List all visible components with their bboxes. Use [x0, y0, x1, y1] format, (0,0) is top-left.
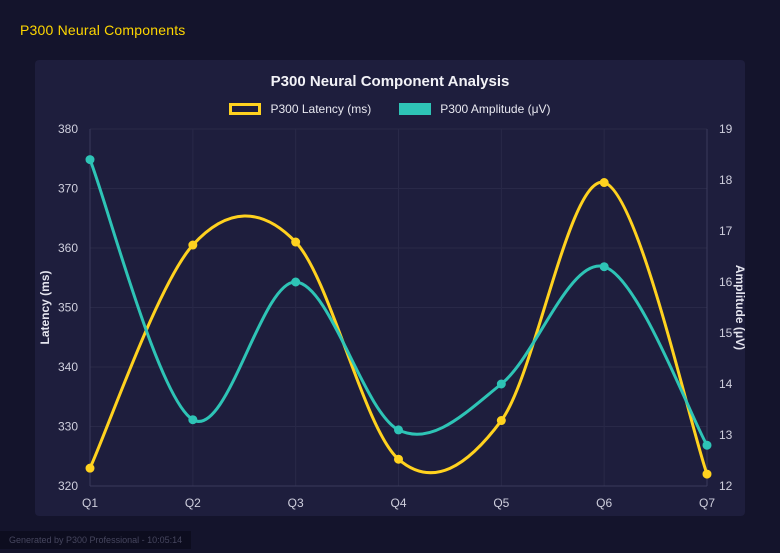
svg-text:370: 370 — [58, 182, 78, 196]
chart-legend: P300 Latency (ms) P300 Amplitude (μV) — [35, 102, 745, 116]
svg-text:360: 360 — [58, 241, 78, 255]
svg-text:380: 380 — [58, 122, 78, 136]
legend-label-latency: P300 Latency (ms) — [270, 102, 372, 116]
svg-text:19: 19 — [719, 122, 733, 136]
svg-text:12: 12 — [719, 479, 733, 493]
chart-title: P300 Neural Component Analysis — [270, 73, 510, 90]
svg-text:Q3: Q3 — [288, 496, 304, 510]
latency-swatch — [229, 103, 262, 115]
svg-text:13: 13 — [719, 428, 733, 442]
svg-text:14: 14 — [719, 377, 733, 391]
legend-item-latency[interactable]: P300 Latency (ms) — [229, 102, 371, 116]
svg-text:350: 350 — [58, 301, 78, 315]
page-title: P300 Neural Components — [20, 22, 186, 38]
legend-label-amplitude: P300 Amplitude (μV) — [440, 102, 551, 116]
svg-text:320: 320 — [58, 479, 78, 493]
line-chart[interactable]: 320 330 340 350 360 370 380 12 13 14 15 16 17 18 19 Q1 Q… — [35, 120, 745, 516]
svg-text:17: 17 — [719, 224, 733, 238]
svg-text:15: 15 — [719, 326, 733, 340]
svg-text:Q1: Q1 — [82, 496, 98, 510]
legend-item-amplitude[interactable]: P300 Amplitude (μV) — [399, 102, 551, 116]
svg-text:330: 330 — [58, 420, 78, 434]
svg-text:Amplitude (μV): Amplitude (μV) — [733, 265, 745, 350]
svg-text:Q2: Q2 — [185, 496, 201, 510]
svg-text:Latency (ms): Latency (ms) — [38, 270, 52, 344]
svg-text:16: 16 — [719, 275, 733, 289]
svg-text:340: 340 — [58, 360, 78, 374]
svg-text:Q4: Q4 — [390, 496, 406, 510]
svg-text:Q5: Q5 — [493, 496, 509, 510]
svg-text:18: 18 — [719, 173, 733, 187]
svg-text:Q6: Q6 — [596, 496, 612, 510]
footer-watermark: Generated by P300 Professional - 10:05:1… — [0, 531, 192, 549]
svg-text:Q7: Q7 — [699, 496, 715, 510]
amplitude-swatch — [399, 103, 432, 115]
chart-panel: P300 Neural Component Analysis P300 Late… — [35, 60, 745, 516]
